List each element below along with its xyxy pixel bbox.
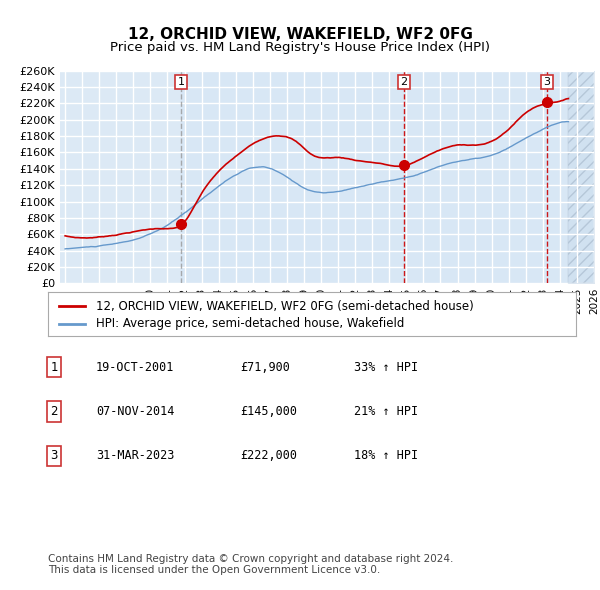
Text: 07-NOV-2014: 07-NOV-2014 (96, 405, 175, 418)
Text: 1: 1 (50, 360, 58, 374)
Text: 12, ORCHID VIEW, WAKEFIELD, WF2 0FG (semi-detached house): 12, ORCHID VIEW, WAKEFIELD, WF2 0FG (sem… (95, 300, 473, 313)
Text: 3: 3 (50, 449, 58, 463)
Text: 19-OCT-2001: 19-OCT-2001 (96, 360, 175, 374)
Text: 33% ↑ HPI: 33% ↑ HPI (354, 360, 418, 374)
Text: 21% ↑ HPI: 21% ↑ HPI (354, 405, 418, 418)
Text: Price paid vs. HM Land Registry's House Price Index (HPI): Price paid vs. HM Land Registry's House … (110, 41, 490, 54)
Text: 31-MAR-2023: 31-MAR-2023 (96, 449, 175, 463)
Text: £222,000: £222,000 (240, 449, 297, 463)
Text: 2: 2 (400, 77, 407, 87)
Text: 2: 2 (50, 405, 58, 418)
Text: £71,900: £71,900 (240, 360, 290, 374)
Text: Contains HM Land Registry data © Crown copyright and database right 2024.
This d: Contains HM Land Registry data © Crown c… (48, 553, 454, 575)
Bar (181, 71, 600, 283)
Text: 3: 3 (544, 77, 551, 87)
Text: 12, ORCHID VIEW, WAKEFIELD, WF2 0FG: 12, ORCHID VIEW, WAKEFIELD, WF2 0FG (128, 27, 472, 41)
Text: 18% ↑ HPI: 18% ↑ HPI (354, 449, 418, 463)
Text: £145,000: £145,000 (240, 405, 297, 418)
Text: HPI: Average price, semi-detached house, Wakefield: HPI: Average price, semi-detached house,… (95, 317, 404, 330)
Text: 1: 1 (178, 77, 185, 87)
